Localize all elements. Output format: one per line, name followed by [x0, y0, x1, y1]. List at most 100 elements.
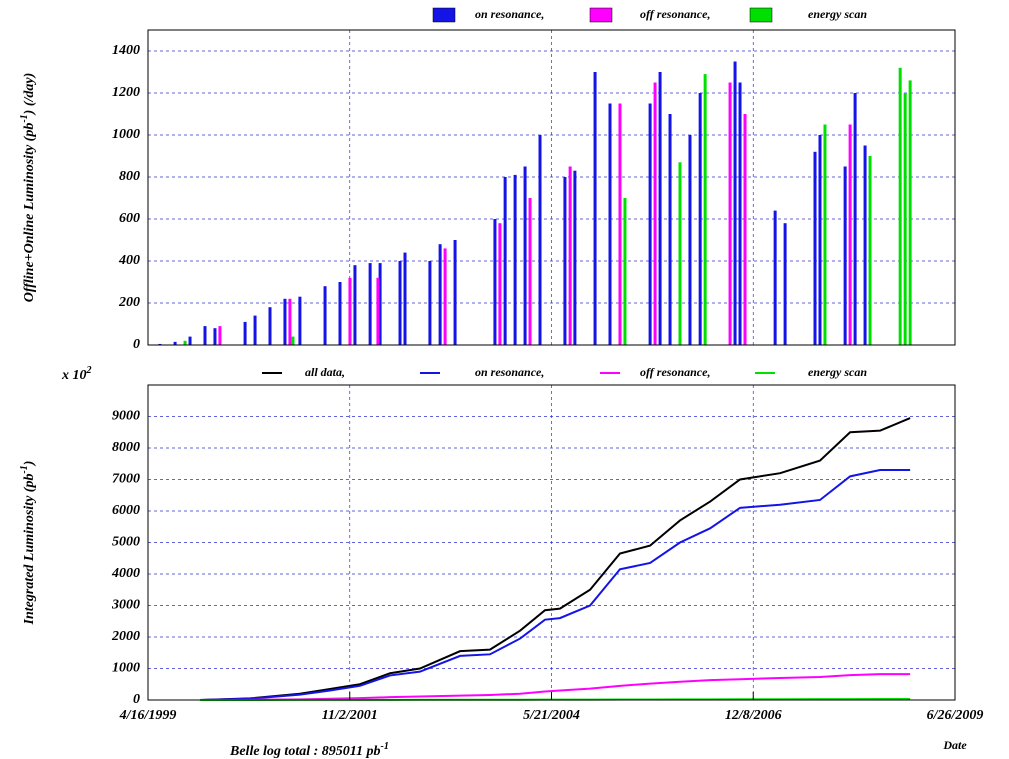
bar: [813, 151, 817, 345]
plot-frame: [147, 29, 956, 346]
bar: [668, 114, 672, 345]
bar: [593, 72, 597, 345]
bar: [158, 343, 162, 345]
bar: [733, 61, 737, 345]
x-tick-label: 11/2/2001: [322, 708, 378, 723]
bar: [538, 135, 542, 345]
y-tick-label: 1000: [112, 127, 140, 142]
series-line: [199, 469, 911, 701]
legend-swatch: [589, 7, 613, 23]
legend-label: energy scan: [808, 7, 867, 21]
bar: [843, 166, 847, 345]
bar: [253, 315, 257, 345]
bar: [188, 336, 192, 345]
bar: [503, 177, 507, 345]
y-tick-label: 8000: [112, 440, 140, 455]
bar: [618, 103, 622, 345]
bar: [283, 298, 287, 345]
bar: [783, 223, 787, 345]
bar: [291, 336, 295, 345]
y-axis-label-part: Integrated Luminosity (pb: [22, 474, 37, 626]
bar: [568, 166, 572, 345]
bar: [243, 321, 247, 345]
bar: [523, 166, 527, 345]
multiplier-part: x 10: [61, 368, 87, 383]
y-tick-label: 600: [119, 211, 140, 226]
y-axis-label: Integrated Luminosity (pb-1): [19, 461, 37, 626]
bar: [823, 124, 827, 345]
legend-label: off resonance,: [640, 365, 710, 379]
y-axis-label-part: ) (/day): [22, 73, 37, 117]
bar: [648, 103, 652, 345]
y-tick-label: 1000: [112, 661, 140, 676]
y-tick-label: 0: [133, 692, 140, 707]
plot-frame: [147, 384, 956, 701]
bar: [623, 198, 627, 345]
bar: [498, 223, 502, 345]
y-axis-label: Offline+Online Luminosity (pb-1) (/day): [19, 73, 37, 303]
legend-label: all data,: [305, 365, 345, 379]
total-note-part: -1: [381, 741, 389, 752]
bar: [368, 263, 372, 345]
bar: [728, 82, 732, 345]
bar: [218, 326, 222, 345]
x-tick-label: 5/21/2004: [523, 708, 580, 723]
bar: [853, 93, 857, 345]
series-line: [200, 673, 911, 701]
legend-label: on resonance,: [475, 365, 544, 379]
bar: [898, 67, 902, 346]
bar: [658, 72, 662, 345]
total-note-part: Belle log total : 895011 pb: [229, 744, 381, 759]
bar: [348, 277, 352, 345]
bar: [398, 261, 402, 345]
legend-swatch: [749, 7, 773, 23]
bar: [738, 82, 742, 345]
bar: [338, 282, 342, 345]
y-tick-label: 0: [133, 337, 140, 352]
y-tick-label: 9000: [112, 409, 140, 424]
y-axis-label-part: Offline+Online Luminosity (pb: [22, 123, 37, 303]
y-tick-label: 2000: [111, 629, 140, 644]
y-axis-label-part: ): [22, 461, 37, 468]
legend-label: energy scan: [808, 365, 867, 379]
total-note: Belle log total : 895011 pb-1: [229, 741, 389, 759]
bar: [183, 340, 187, 345]
y-tick-label: 7000: [112, 472, 140, 487]
bar: [698, 93, 702, 345]
legend-swatch: [432, 7, 456, 23]
y-tick-label: 6000: [112, 503, 140, 518]
y-tick-label: 200: [118, 295, 140, 310]
bar: [173, 341, 177, 345]
y-tick-label: 1400: [112, 43, 140, 58]
bar: [443, 248, 447, 345]
bar: [268, 307, 272, 345]
bar: [903, 93, 907, 345]
y-tick-label: 5000: [112, 535, 140, 550]
x-tick-label: 4/16/1999: [119, 708, 177, 723]
bar: [213, 328, 217, 345]
y-tick-label: 1200: [112, 85, 140, 100]
bar: [513, 174, 517, 345]
bar: [563, 177, 567, 345]
bar: [203, 326, 207, 345]
bar: [528, 198, 532, 345]
bar: [493, 219, 497, 345]
bar: [818, 135, 822, 345]
y-tick-label: 4000: [111, 566, 140, 581]
bar: [678, 162, 682, 345]
bar: [868, 156, 872, 345]
x-tick-label: 12/8/2006: [725, 708, 782, 723]
bar: [773, 210, 777, 345]
bar: [298, 296, 302, 345]
bar: [573, 170, 577, 345]
bar: [288, 298, 292, 345]
multiplier-part: 2: [86, 365, 92, 376]
bar: [323, 286, 327, 345]
y-tick-label: 400: [118, 253, 140, 268]
bar: [608, 103, 612, 345]
bar: [653, 82, 657, 345]
bar: [863, 145, 867, 345]
bar: [703, 74, 707, 345]
bar: [908, 80, 912, 346]
